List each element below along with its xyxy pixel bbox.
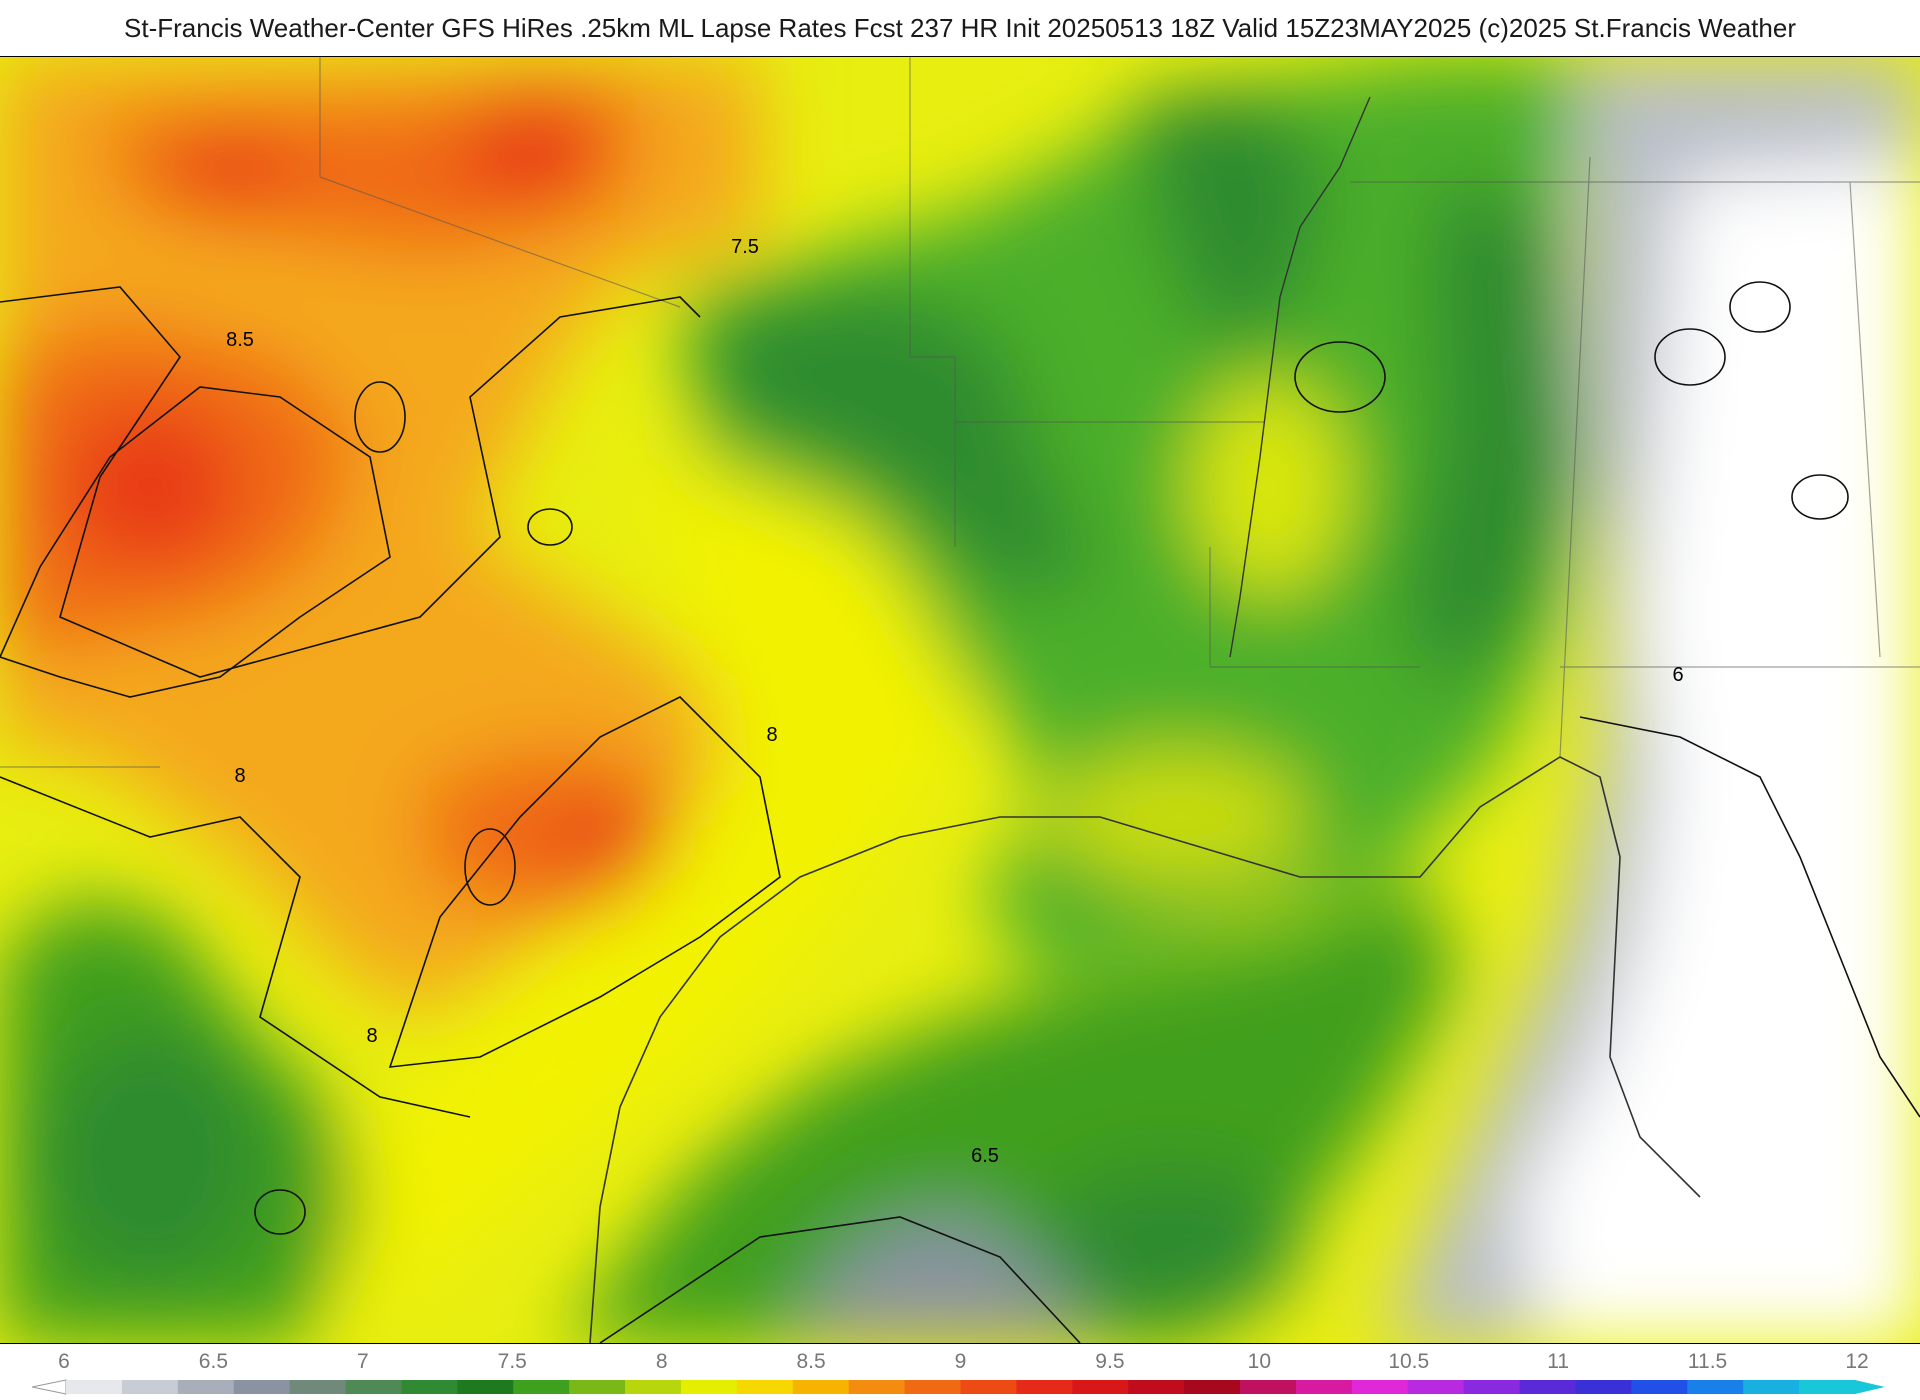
contour-label-8-south: 8 <box>366 1025 377 1047</box>
contour-label-6: 6 <box>1672 664 1683 686</box>
contour-75 <box>0 286 701 678</box>
colorbar-swatch <box>1743 1380 1800 1394</box>
contour-8-west <box>0 776 471 1118</box>
colorbar-swatch <box>736 1380 794 1394</box>
colorbar-tick-label: 9.5 <box>1095 1350 1125 1373</box>
colorbar-swatch <box>513 1380 570 1394</box>
colorbar: 6 6.5 7 7.5 8 8.5 9 9.5 10 10.5 11 11.5 12 <box>0 1342 1920 1400</box>
green-dark-east <box>1400 177 1580 697</box>
colorbar-swatch <box>1072 1380 1129 1394</box>
red-core-1 <box>60 407 240 567</box>
colorbar-swatch <box>1407 1380 1465 1394</box>
green-region-north <box>680 57 1580 977</box>
colorbar-tick-label: 10 <box>1247 1350 1272 1373</box>
colorbar-swatch <box>457 1380 514 1394</box>
colorbar-swatch <box>848 1380 906 1394</box>
colorbar-swatch <box>680 1380 738 1394</box>
colorbar-swatch <box>1128 1380 1185 1394</box>
contour-6-east <box>1579 716 1920 1118</box>
colorbar-max-arrow <box>1855 1380 1885 1394</box>
colorbar-swatch <box>1519 1380 1576 1394</box>
colorbar-swatch <box>625 1380 682 1394</box>
contour-85 <box>0 386 391 698</box>
colorbar-swatch <box>1799 1380 1856 1394</box>
colorbar-tick-label: 10.5 <box>1388 1350 1430 1373</box>
colorbar-swatch <box>1295 1380 1353 1394</box>
colorbar-swatch <box>1016 1380 1073 1394</box>
colorbar-swatch <box>1687 1380 1744 1394</box>
contour-label-85: 8.5 <box>226 329 254 351</box>
colorbar-swatch <box>904 1380 961 1394</box>
colorbar-tick-label: 8.5 <box>796 1350 826 1373</box>
green-dark-southwest <box>40 1027 260 1287</box>
contour-label-group: 7.5 8.5 8 8 8 6.5 6 <box>226 236 1683 1167</box>
yellow-patch-coast <box>1050 747 1310 887</box>
gray-region-gulf <box>780 1207 1100 1343</box>
red-core-2 <box>460 87 600 207</box>
colorbar-swatch <box>121 1380 179 1394</box>
colorbar-strip <box>31 1379 1885 1395</box>
colorbar-swatch <box>233 1380 291 1394</box>
white-region-east <box>1520 157 1920 1343</box>
colorbar-swatch <box>177 1380 235 1394</box>
contour-label-8-west: 8 <box>234 765 245 787</box>
lapse-rate-map: 7.5 8.5 8 8 8 6.5 6 <box>0 56 1920 1344</box>
colorbar-swatch <box>66 1380 123 1394</box>
river <box>1229 96 1371 658</box>
colorbar-swatch <box>792 1380 850 1394</box>
colorbar-swatch <box>289 1380 347 1394</box>
colorbar-swatch <box>401 1380 458 1394</box>
colorbar-swatch <box>345 1380 402 1394</box>
map-canvas: 7.5 8.5 8 8 8 6.5 6 <box>0 57 1920 1343</box>
contour-small-8 <box>464 828 516 906</box>
colorbar-tick-label: 11 <box>1547 1350 1570 1373</box>
yellow-patch-north <box>1190 377 1350 597</box>
contour-small-3 <box>1294 341 1386 413</box>
red-core-3 <box>170 127 290 207</box>
red-core-4 <box>550 797 670 877</box>
contour-65 <box>599 1216 1081 1343</box>
color-field <box>0 57 1920 1343</box>
colorbar-tick-label: 7 <box>356 1350 369 1373</box>
colorbar-swatch <box>1240 1380 1297 1394</box>
colorbar-swatch <box>1463 1380 1521 1394</box>
map-title: St-Francis Weather-Center GFS HiRes .25k… <box>124 13 1796 43</box>
colorbar-swatch <box>1631 1380 1688 1394</box>
contour-small-7 <box>254 1189 306 1235</box>
contour-lines <box>0 281 1920 1343</box>
colorbar-tick-label: 7.5 <box>497 1350 527 1373</box>
contour-small-1 <box>354 381 406 453</box>
coastline <box>589 756 1701 1343</box>
colorbar-swatch <box>960 1380 1017 1394</box>
yellow-central <box>300 437 1000 1307</box>
colorbar-tick-label: 6 <box>58 1350 70 1373</box>
green-dark-gulf <box>1040 1167 1300 1327</box>
contour-label-75: 7.5 <box>731 236 759 258</box>
colorbar-min-arrow <box>31 1379 67 1395</box>
colorbar-tick-label: 11.5 <box>1687 1350 1728 1373</box>
contour-small-5 <box>1729 281 1791 333</box>
colorbar-tick-label: 12 <box>1845 1350 1869 1373</box>
colorbar-tick-label: 6.5 <box>198 1350 229 1373</box>
green-dark-north <box>700 287 1100 597</box>
colorbar-swatch <box>569 1380 626 1394</box>
contour-label-8-central: 8 <box>766 724 777 746</box>
colorbar-swatch <box>1351 1380 1409 1394</box>
contour-small-4 <box>1654 328 1726 386</box>
colorbar-tick-label: 9 <box>954 1350 967 1373</box>
colorbar-swatch <box>1575 1380 1632 1394</box>
green-dark-river <box>1130 87 1330 357</box>
contour-small-2 <box>527 508 573 546</box>
colorbar-tick-label: 8 <box>655 1350 668 1373</box>
contour-small-6 <box>1791 474 1849 520</box>
political-boundaries <box>0 57 1920 768</box>
contour-label-65: 6.5 <box>971 1145 999 1167</box>
colorbar-swatch <box>1184 1380 1241 1394</box>
contour-8-central <box>388 696 781 1068</box>
